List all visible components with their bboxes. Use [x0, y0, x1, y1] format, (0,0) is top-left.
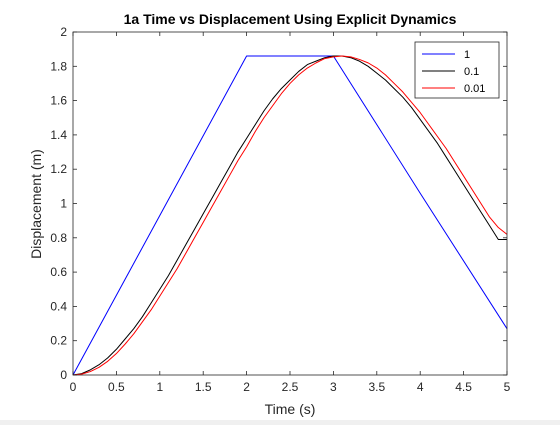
y-tick-label: 0: [60, 368, 67, 382]
series-layer: [72, 55, 508, 376]
x-tick-label: 2.5: [282, 380, 299, 394]
y-tick-label: 1.8: [50, 59, 67, 73]
chart-title: 1a Time vs Displacement Using Explicit D…: [124, 11, 457, 27]
legend-entries: 1 0.1 0.01: [422, 49, 485, 95]
y-axis: 0 0.2 0.4 0.6 0.8 1 1.2 1.4 1.6 1.8 2: [50, 25, 507, 382]
x-tick-label: 0: [70, 380, 77, 394]
y-tick-label: 0.4: [50, 299, 67, 313]
x-tick-label: 4: [417, 380, 424, 394]
y-tick-label: 2: [60, 25, 67, 39]
series-line-0: [72, 55, 508, 376]
legend-label: 0.01: [464, 83, 485, 95]
legend-label: 1: [464, 49, 470, 61]
x-axis-label: Time (s): [265, 401, 316, 417]
y-tick-label: 1.4: [50, 128, 67, 142]
x-tick-label: 2: [243, 380, 250, 394]
x-tick-label: 0.5: [108, 380, 125, 394]
x-axis: 0 0.5 1 1.5 2 2.5 3 3.5 4 4.5 5: [70, 32, 511, 394]
x-tick-label: 5: [504, 380, 511, 394]
y-axis-label: Displacement (m): [28, 149, 44, 259]
y-tick-label: 0.8: [50, 231, 67, 245]
x-tick-label: 1.5: [195, 380, 212, 394]
legend[interactable]: 1 0.1 0.01: [414, 41, 500, 99]
legend-box: [414, 41, 500, 99]
series-line-1: [72, 55, 507, 376]
x-tick-label: 3: [330, 380, 337, 394]
y-tick-label: 0.2: [50, 334, 67, 348]
y-tick-label: 1.2: [50, 162, 67, 176]
y-tick-label: 1.6: [50, 94, 67, 108]
x-tick-label: 3.5: [368, 380, 385, 394]
y-tick-label: 1: [60, 197, 67, 211]
y-tick-label: 0.6: [50, 265, 67, 279]
legend-label: 0.1: [464, 66, 479, 78]
x-tick-label: 1: [156, 380, 163, 394]
series-line-2: [72, 55, 508, 376]
x-tick-label: 4.5: [455, 380, 472, 394]
